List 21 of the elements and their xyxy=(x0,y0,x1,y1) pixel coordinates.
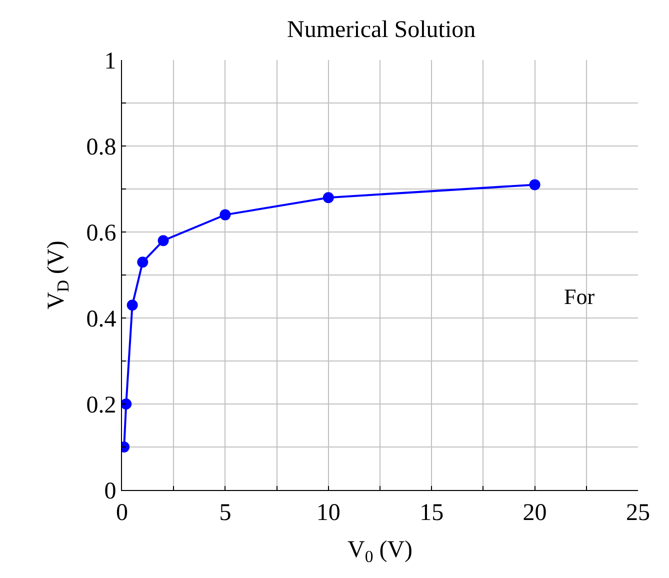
point xyxy=(529,179,540,190)
x-tick-label: 15 xyxy=(420,500,444,526)
y-tick-label: 0.8 xyxy=(86,134,116,160)
point xyxy=(122,398,132,410)
point xyxy=(137,256,148,268)
point xyxy=(158,235,169,246)
y-tick-label: 0.4 xyxy=(86,306,116,332)
annotation: For xyxy=(564,284,596,309)
x-axis-title: V$_{0}$ (V) xyxy=(347,537,413,566)
point xyxy=(322,192,334,204)
y-tick-label: 0 xyxy=(104,478,116,504)
point xyxy=(220,209,231,220)
y-tick-label: 0.2 xyxy=(86,392,116,418)
x-tick-label: 25 xyxy=(626,500,650,526)
y-tick-label: 0.6 xyxy=(86,220,116,246)
y-tick-label: 1 xyxy=(104,48,116,74)
x-tick-label: 5 xyxy=(219,500,232,526)
x-tick-label: 20 xyxy=(522,500,547,526)
x-tick-label: 10 xyxy=(316,500,340,526)
point xyxy=(126,300,138,311)
chart-title: Numerical Solution xyxy=(287,17,476,44)
